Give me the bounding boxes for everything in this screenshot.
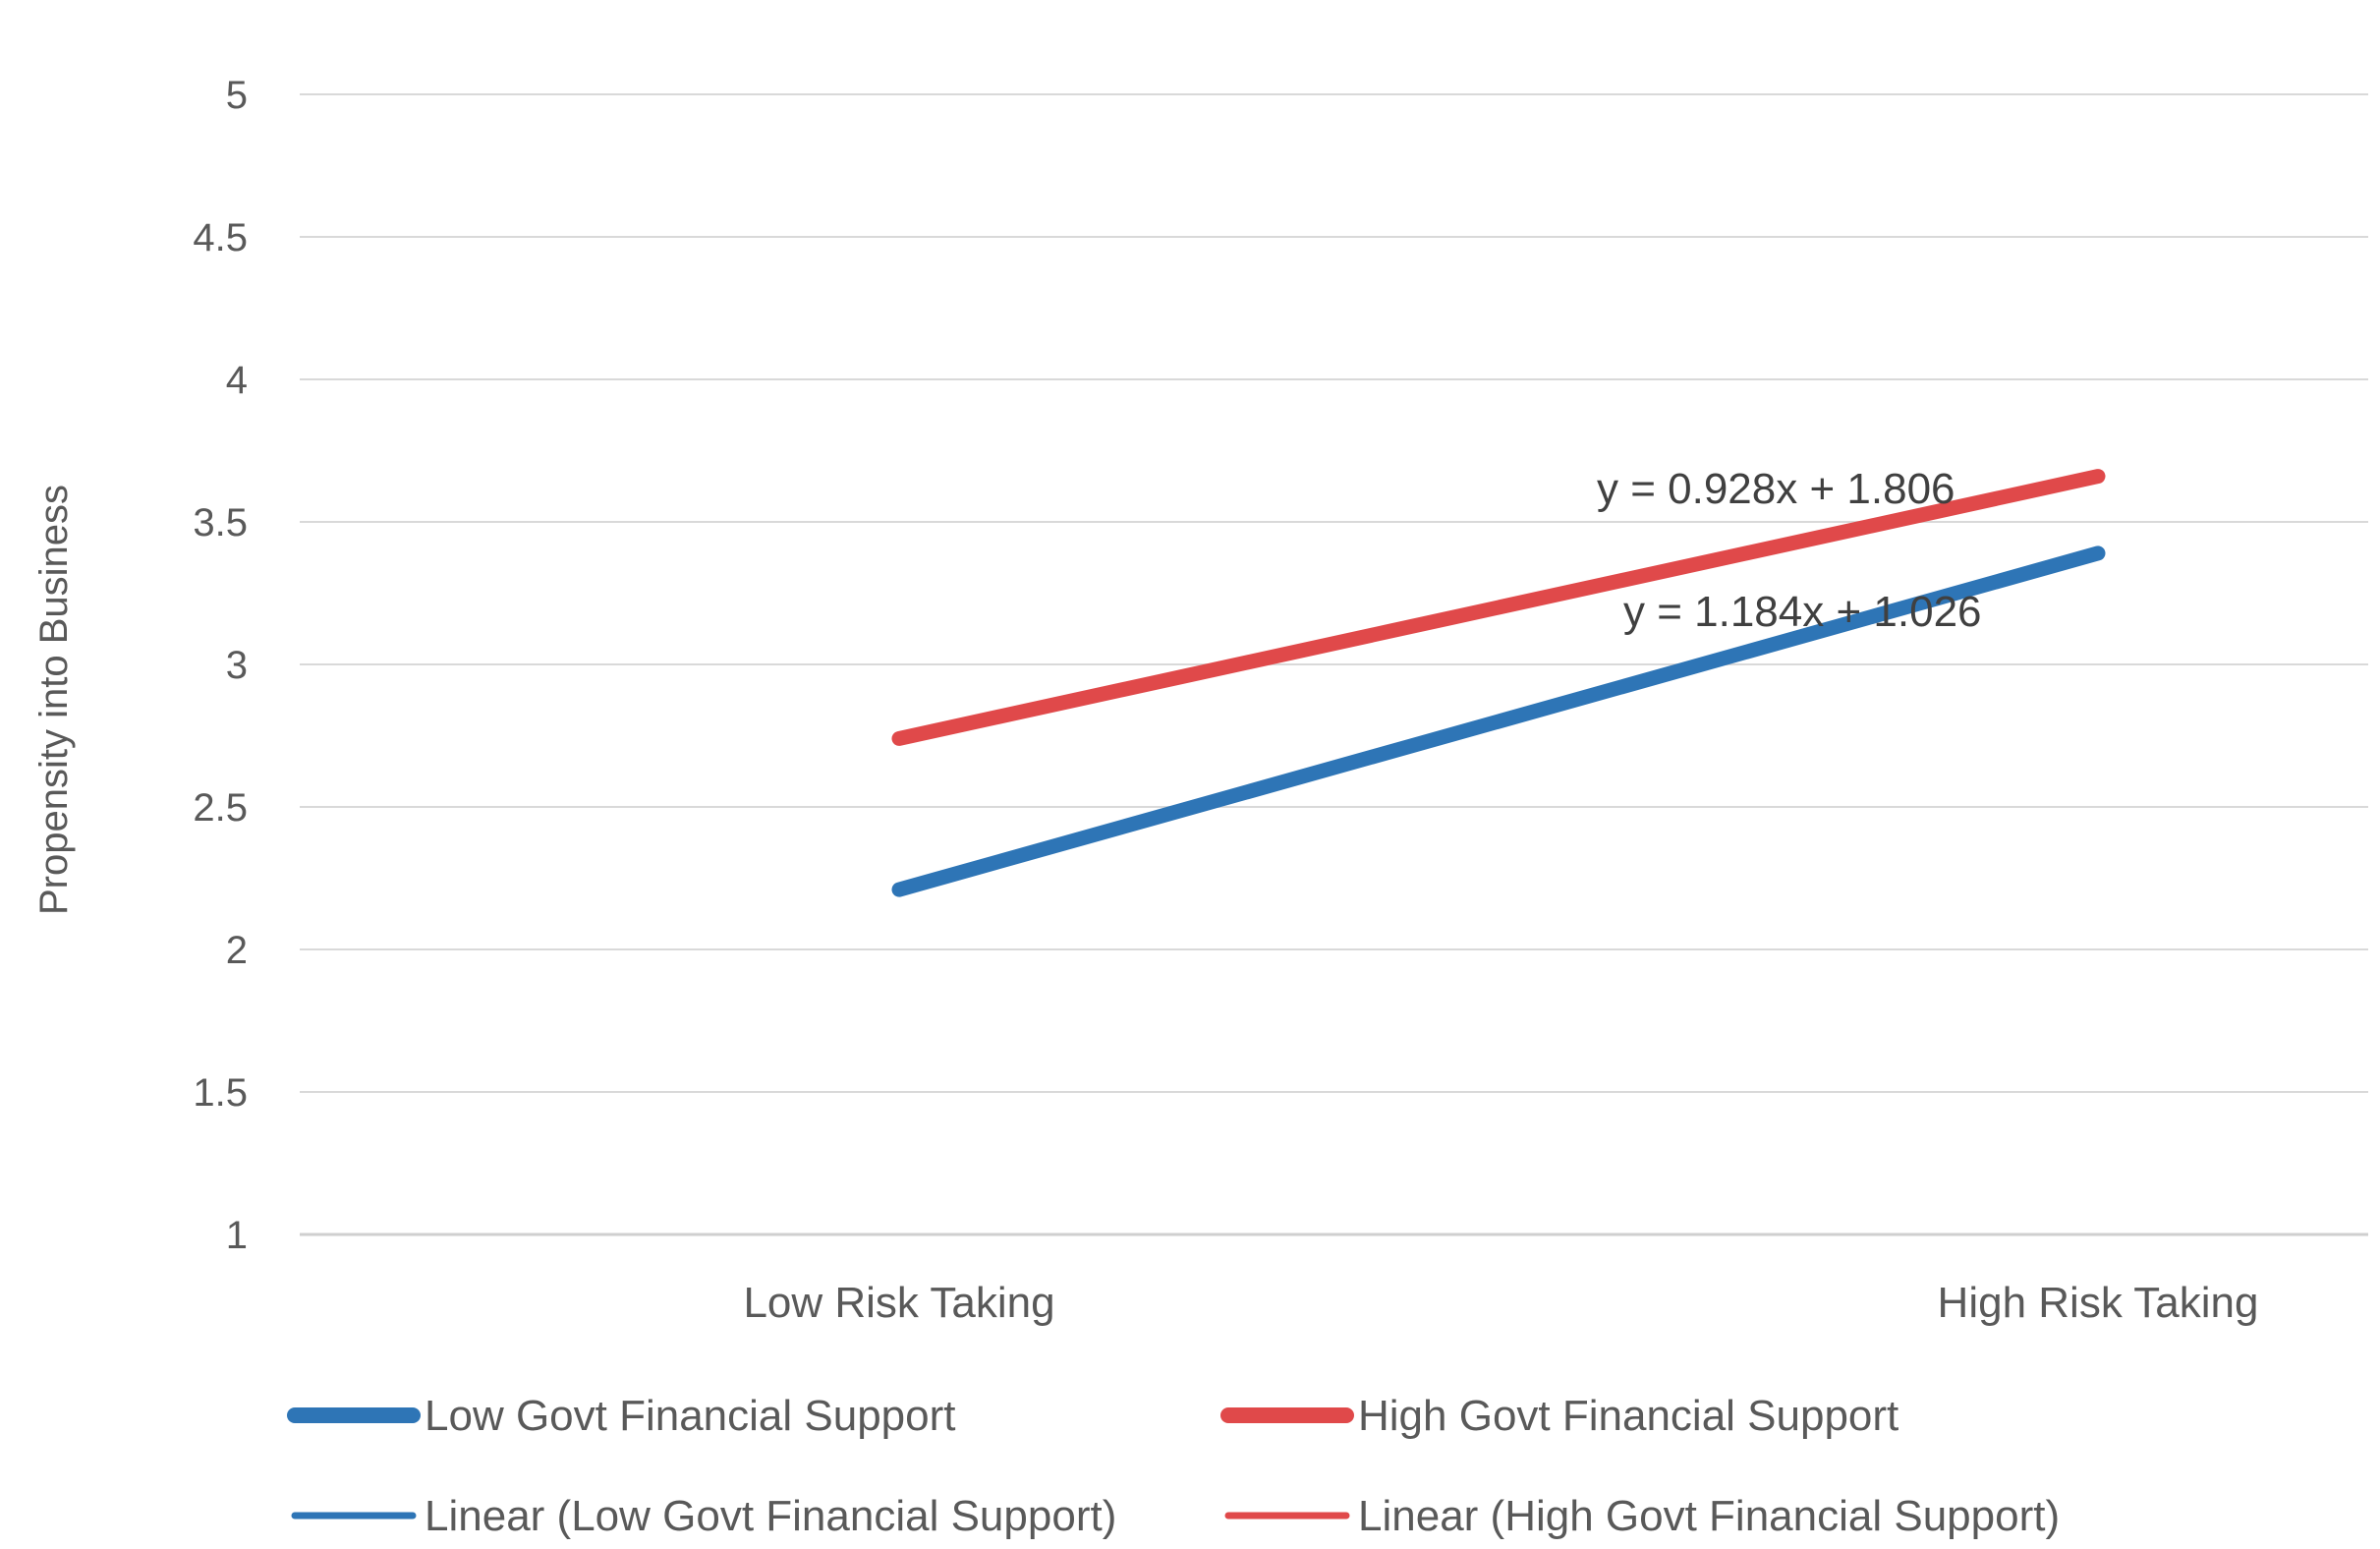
trendline-equations: y = 1.184x + 1.026 y = 0.928x + 1.806 <box>1597 465 1982 636</box>
trendline-equation: y = 0.928x + 1.806 <box>1597 465 1955 513</box>
y-tick-label: 1 <box>226 1214 248 1257</box>
y-tick-label: 3 <box>226 644 248 687</box>
y-tick-label: 2.5 <box>193 786 248 830</box>
series-line <box>891 469 2106 746</box>
series-line <box>891 545 2106 897</box>
series-lines <box>891 469 2106 897</box>
gridlines <box>300 93 2368 1236</box>
legend-label: Linear (Low Govt Financial Support) <box>425 1492 1116 1540</box>
x-tick-labels: Low Risk Taking High Risk Taking <box>743 1279 2258 1327</box>
legend-label: High Govt Financial Support <box>1358 1392 1898 1440</box>
y-tick-label: 5 <box>226 74 248 117</box>
y-tick-label: 2 <box>226 929 248 972</box>
legend-label: Low Govt Financial Support <box>425 1392 956 1440</box>
y-tick-label: 3.5 <box>193 501 248 545</box>
y-tick-label: 4 <box>226 359 248 402</box>
y-tick-label: 1.5 <box>193 1071 248 1115</box>
x-tick-label: Low Risk Taking <box>743 1279 1054 1327</box>
trendline-equation: y = 1.184x + 1.026 <box>1623 588 1982 636</box>
y-axis-title: Propensity into Business <box>32 485 76 915</box>
legend-label: Linear (High Govt Financial Support) <box>1358 1492 2060 1540</box>
x-tick-label: High Risk Taking <box>1938 1279 2259 1327</box>
legend: Low Govt Financial Support High Govt Fina… <box>287 1392 2060 1540</box>
y-tick-labels: 1 1.5 2 2.5 3 3.5 4 4.5 5 <box>193 74 248 1257</box>
y-tick-label: 4.5 <box>193 216 248 259</box>
